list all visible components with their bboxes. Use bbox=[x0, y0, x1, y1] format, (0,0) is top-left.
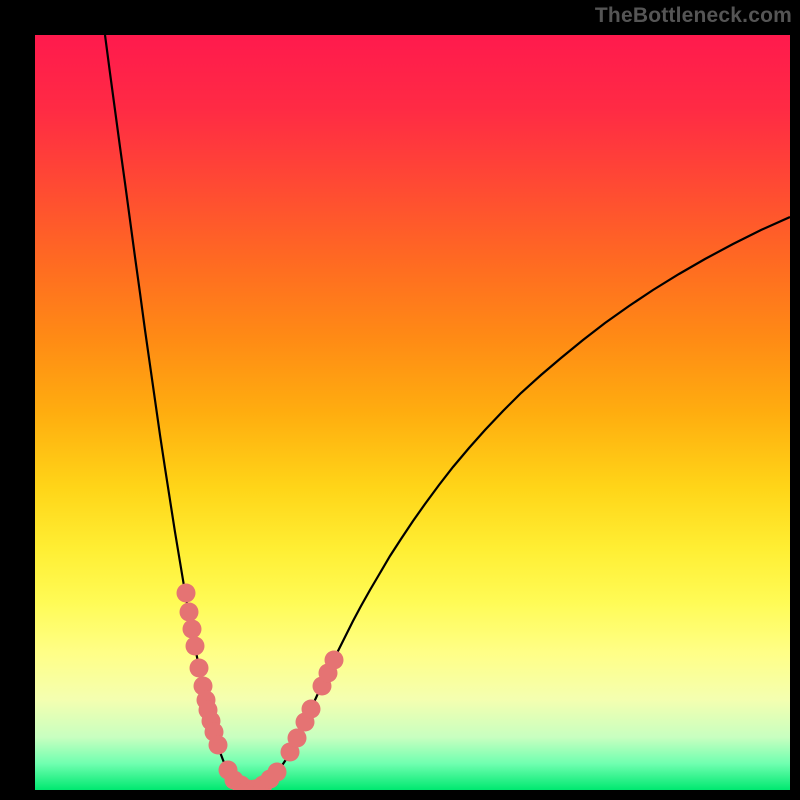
curve-right-branch bbox=[253, 217, 790, 790]
marker-dot bbox=[325, 651, 344, 670]
chart-container: TheBottleneck.com bbox=[0, 0, 800, 800]
bottleneck-curve-svg bbox=[35, 35, 790, 790]
plot-area bbox=[35, 35, 790, 790]
marker-dot bbox=[209, 736, 228, 755]
marker-dot bbox=[302, 700, 321, 719]
curve-left-branch bbox=[105, 35, 253, 790]
watermark-text: TheBottleneck.com bbox=[595, 4, 792, 28]
marker-dot bbox=[268, 763, 287, 782]
marker-dot bbox=[177, 584, 196, 603]
marker-dot bbox=[183, 620, 202, 639]
marker-dot bbox=[190, 659, 209, 678]
marker-dot bbox=[186, 637, 205, 656]
marker-dot bbox=[180, 603, 199, 622]
